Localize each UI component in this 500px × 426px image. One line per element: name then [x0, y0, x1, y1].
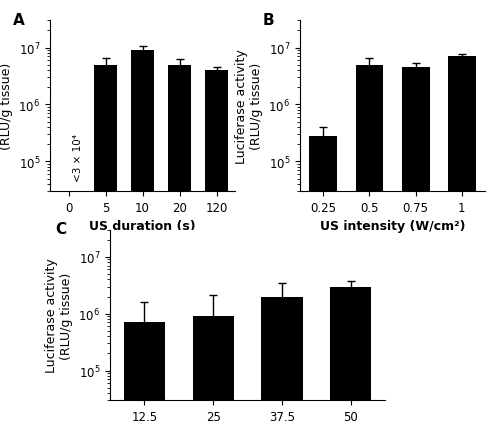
Bar: [402, 68, 429, 426]
Bar: [330, 287, 371, 426]
Y-axis label: Luciferase activity
(RLU/g tissue): Luciferase activity (RLU/g tissue): [235, 49, 263, 164]
X-axis label: US intensity (W/cm²): US intensity (W/cm²): [320, 220, 465, 233]
Text: <3 × 10⁴: <3 × 10⁴: [73, 134, 83, 182]
Bar: [206, 71, 228, 426]
Bar: [448, 57, 476, 426]
Bar: [192, 317, 234, 426]
Bar: [261, 297, 302, 426]
X-axis label: US duration (s): US duration (s): [89, 220, 196, 233]
Y-axis label: Luciferase activity
(RLU/g tissue): Luciferase activity (RLU/g tissue): [0, 49, 13, 164]
Bar: [132, 51, 154, 426]
Bar: [94, 66, 116, 426]
Text: C: C: [55, 222, 66, 236]
Bar: [124, 323, 165, 426]
Y-axis label: Luciferase activity
(RLU/g tissue): Luciferase activity (RLU/g tissue): [45, 258, 73, 372]
Text: A: A: [13, 13, 25, 28]
Bar: [309, 137, 337, 426]
Bar: [356, 66, 384, 426]
Text: B: B: [263, 13, 274, 28]
Bar: [168, 66, 190, 426]
